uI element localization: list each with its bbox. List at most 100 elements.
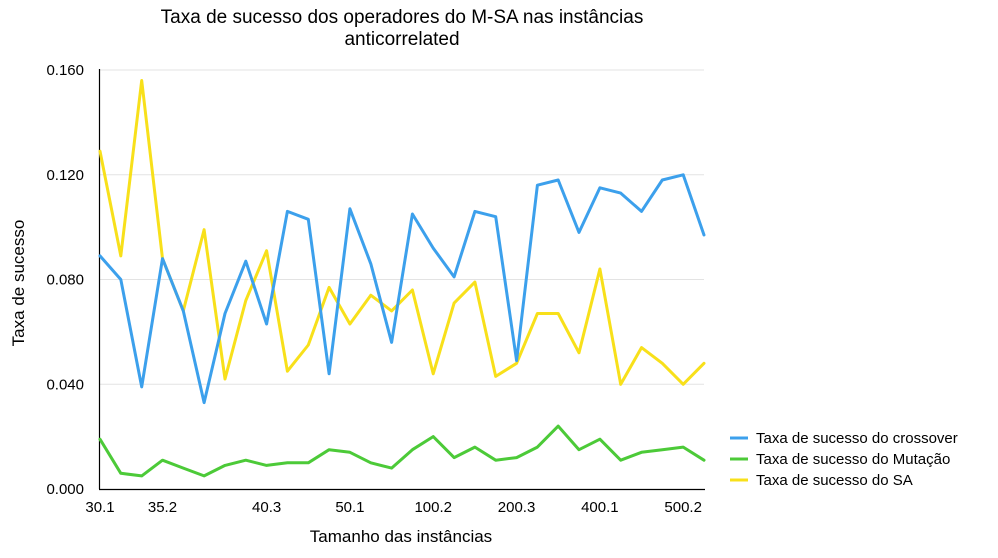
data-point [640,210,643,213]
data-point [598,267,602,271]
x-tick-label: 30.1 [85,499,114,516]
data-point [390,309,393,313]
chart-title-line-2: anticorrelated [344,29,459,50]
data-point [98,438,102,441]
data-point [661,178,664,182]
x-axis-ticks: 30.1 35.2 40.3 50.1 100.2 200.3 400.1 500.2 [85,499,702,516]
data-point [557,178,560,182]
data-point [702,233,706,237]
data-point [598,186,602,190]
data-point [702,362,706,365]
data-point [473,280,477,284]
data-point [452,275,456,279]
data-point [98,149,102,153]
data-point [515,359,518,362]
data-point [140,474,143,478]
y-tick-label: 0.080 [46,272,84,289]
y-tick-label: 0.000 [46,481,84,498]
data-point [369,262,372,265]
data-point [327,372,331,375]
x-tick-label: 500.2 [664,499,702,516]
data-point [182,309,185,313]
data-point [244,299,247,302]
legend-label: Taxa de sucesso do SA [756,472,913,489]
x-tick-label: 400.1 [581,499,619,516]
data-point [286,369,289,373]
data-point [369,294,372,297]
data-point [161,458,164,462]
data-point [265,249,268,252]
data-point [598,438,602,441]
series-lines [98,79,706,478]
data-point [536,445,539,449]
y-tick-label: 0.040 [46,376,84,393]
data-point [661,448,664,451]
data-point [432,372,435,375]
data-point [244,259,247,263]
data-point [661,362,664,365]
data-point [119,254,123,258]
series-1 [98,424,706,478]
data-point [202,228,206,231]
legend: Taxa de sucesso do crossover Taxa de suce… [730,430,958,489]
data-point [411,212,414,216]
data-point [473,210,477,213]
data-point [327,286,331,289]
data-point [557,424,560,428]
data-point [307,461,310,465]
chart-title-line-1: Taxa de sucesso dos operadores do M-SA n… [161,7,644,28]
x-tick-label: 35.2 [148,499,177,516]
series-0 [98,173,706,405]
data-point [619,191,622,195]
data-point [98,254,102,258]
data-point [681,445,685,449]
data-point [619,458,622,462]
data-point [452,301,456,305]
data-point [515,362,518,365]
data-point [702,458,706,462]
data-point [327,448,331,451]
x-axis-title: Tamanho das instâncias [310,527,492,546]
data-point [348,322,352,326]
data-point [411,448,414,451]
data-point [640,451,643,454]
y-axis-ticks: 0.000 0.040 0.080 0.120 0.160 [46,62,84,498]
data-point [681,383,685,386]
data-point [244,458,247,462]
y-tick-label: 0.160 [46,62,84,79]
data-point [494,375,497,378]
legend-label: Taxa de sucesso do crossover [756,430,958,447]
series-line [98,173,706,405]
data-point [494,458,497,462]
data-point [577,448,581,451]
data-point [119,278,123,281]
data-point [202,401,206,404]
data-point [348,451,352,454]
data-point [286,210,289,213]
data-point [182,466,185,470]
data-point [265,322,268,326]
x-tick-label: 50.1 [335,499,364,516]
data-point [223,312,227,315]
x-tick-label: 100.2 [414,499,452,516]
data-point [577,351,581,355]
legend-label: Taxa de sucesso do Mutação [756,451,950,468]
data-point [411,288,414,292]
data-point [369,461,372,465]
data-point [202,474,206,478]
x-tick-label: 200.3 [498,499,536,516]
data-point [619,383,622,386]
data-point [515,456,518,459]
data-point [557,312,560,315]
data-point [432,246,435,250]
data-point [536,184,539,187]
data-point [432,435,435,438]
y-axis-title: Taxa de sucesso [9,220,28,347]
data-point [536,312,539,315]
data-point [307,343,310,347]
series-line [98,79,706,386]
data-point [119,472,123,475]
data-point [265,464,268,467]
y-tick-label: 0.120 [46,167,84,184]
